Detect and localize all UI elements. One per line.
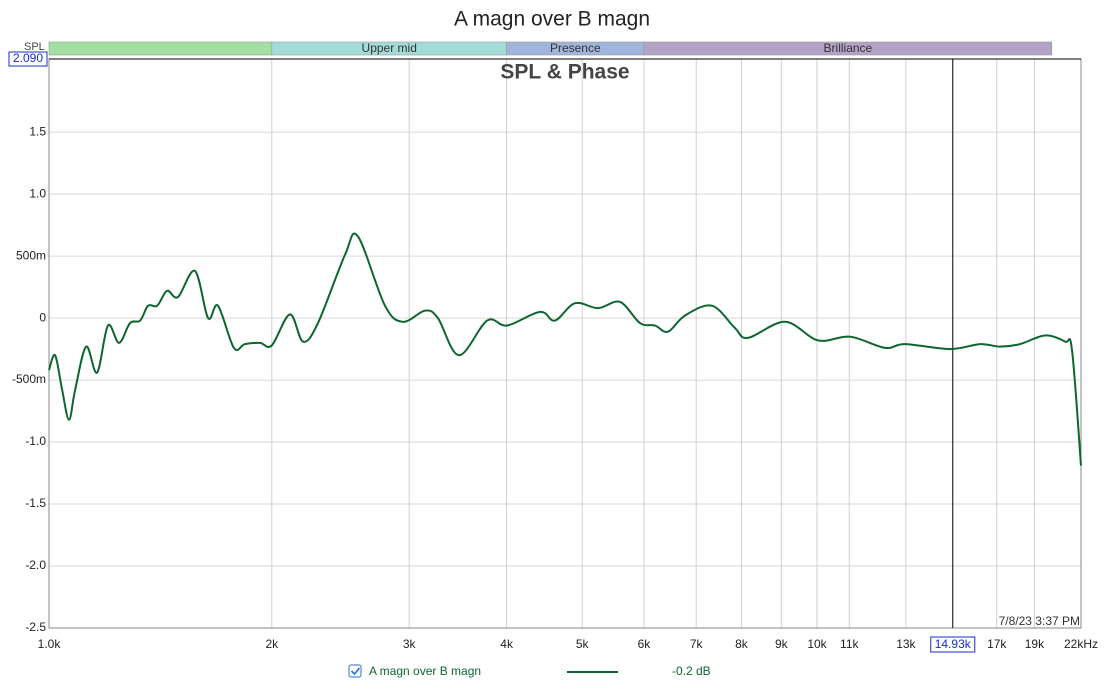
x-tick-label: 5k	[576, 637, 590, 651]
y-cursor-box	[8, 51, 48, 67]
x-tick-label: 4k	[500, 637, 514, 651]
x-tick-label: 2k	[265, 637, 279, 651]
timestamp: 7/8/23 3:37 PM	[999, 614, 1080, 628]
y-tick-label: 1.5	[29, 124, 46, 138]
x-tick-label: 6k	[638, 637, 652, 651]
y-tick-label: -2.5	[25, 620, 46, 634]
labels: 1.5 1.0 500m 0 -500m -1.0 -1.5 -2.0 -2.5 1.0k 2k 3k…	[8, 51, 1098, 653]
bands: Upper mid Presence Brilliance	[48, 41, 1053, 56]
chart-title: A magn over B magn	[454, 8, 650, 31]
series-line	[48, 232, 1082, 466]
legend-label[interactable]: A magn over B magn	[369, 664, 481, 678]
band	[643, 41, 1053, 56]
x-tick-label: 1.0k	[38, 637, 62, 651]
legend-checkmark	[350, 667, 361, 676]
chart-subtitle: SPL & Phase	[500, 61, 629, 84]
x-tick-label: 7k	[690, 637, 704, 651]
band-label: Brilliance	[824, 41, 873, 55]
y-tick-label: -1.5	[25, 496, 46, 510]
x-cursor-label: 14.93k	[935, 637, 972, 651]
x-cursor-box	[930, 636, 976, 653]
y-tick-label: 1.0	[29, 186, 46, 200]
legend-checkbox[interactable]	[348, 664, 362, 678]
x-tick-label: 13k	[896, 637, 916, 651]
x-tick-label: 19k	[1025, 637, 1045, 651]
y-tick-label: -1.0	[25, 434, 46, 448]
y-axis-label: SPL	[24, 41, 45, 53]
x-tick-label: 17k	[987, 637, 1007, 651]
band-label: Presence	[550, 41, 601, 55]
legend-value: -0.2 dB	[672, 664, 711, 678]
x-tick-label: 9k	[775, 637, 789, 651]
x-tick-label: 3k	[403, 637, 417, 651]
grid	[48, 59, 1082, 629]
y-tick-label: -500m	[12, 372, 46, 386]
x-tick-label: 10k	[807, 637, 827, 651]
y-tick-label: -2.0	[25, 558, 46, 572]
x-tick-label: 11k	[840, 637, 859, 651]
marks	[48, 59, 1082, 628]
y-tick-label: 500m	[16, 248, 46, 262]
legend: A magn over B magn -0.2 dB	[348, 664, 711, 678]
y-tick-label: 0	[39, 310, 46, 324]
band-label: Upper mid	[362, 41, 417, 55]
x-tick-label: 22kHz	[1064, 637, 1098, 651]
band	[48, 41, 273, 56]
x-tick-label: 8k	[735, 637, 749, 651]
y-cursor-label: 2.090	[13, 51, 43, 65]
